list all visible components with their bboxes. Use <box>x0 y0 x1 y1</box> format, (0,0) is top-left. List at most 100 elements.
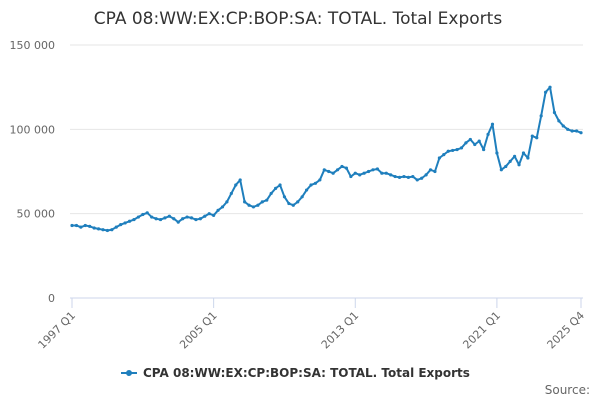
data-point[interactable] <box>420 176 424 180</box>
data-point[interactable] <box>141 212 145 217</box>
data-point[interactable] <box>123 221 127 225</box>
data-point[interactable] <box>384 171 388 175</box>
data-point[interactable] <box>490 122 495 126</box>
data-point[interactable] <box>327 169 331 174</box>
data-point[interactable] <box>477 139 481 143</box>
data-point[interactable] <box>309 183 313 187</box>
data-point[interactable] <box>287 201 291 206</box>
data-point[interactable] <box>579 131 583 135</box>
data-point[interactable] <box>176 220 180 224</box>
data-point[interactable] <box>74 223 79 228</box>
data-point[interactable] <box>446 149 450 153</box>
data-point[interactable] <box>504 164 508 169</box>
data-point[interactable] <box>548 85 552 89</box>
data-point[interactable] <box>513 154 517 158</box>
data-point[interactable] <box>468 137 472 142</box>
data-point[interactable] <box>566 127 570 131</box>
data-point[interactable] <box>402 174 406 179</box>
data-point[interactable] <box>282 195 287 199</box>
data-point[interactable] <box>269 191 273 196</box>
data-point[interactable] <box>486 132 490 136</box>
data-point[interactable] <box>203 214 207 218</box>
data-point[interactable] <box>371 168 375 172</box>
data-point[interactable] <box>331 171 335 175</box>
data-point[interactable] <box>181 217 185 221</box>
data-point[interactable] <box>313 181 318 185</box>
data-point[interactable] <box>220 205 225 209</box>
data-point[interactable] <box>495 151 499 155</box>
data-point[interactable] <box>530 134 534 138</box>
data-point[interactable] <box>92 226 96 230</box>
data-point[interactable] <box>304 188 309 192</box>
data-point[interactable] <box>517 163 521 167</box>
data-point[interactable] <box>428 168 433 172</box>
data-point[interactable] <box>88 224 92 228</box>
data-point[interactable] <box>105 228 110 233</box>
data-point[interactable] <box>508 159 512 163</box>
data-point[interactable] <box>322 168 326 172</box>
data-point[interactable] <box>251 205 256 209</box>
data-point[interactable] <box>344 166 349 170</box>
data-point[interactable] <box>353 171 357 175</box>
data-point[interactable] <box>265 198 269 202</box>
data-point[interactable] <box>83 223 87 228</box>
data-point[interactable] <box>455 147 459 152</box>
source-label[interactable]: Source: <box>545 383 590 397</box>
data-point[interactable] <box>163 216 167 220</box>
data-point[interactable] <box>526 156 530 160</box>
data-point[interactable] <box>521 151 526 155</box>
series-line[interactable] <box>72 86 582 232</box>
data-point[interactable] <box>101 228 105 232</box>
data-point[interactable] <box>212 213 216 217</box>
data-point[interactable] <box>424 173 428 177</box>
data-point[interactable] <box>70 223 74 228</box>
data-point[interactable] <box>437 156 441 160</box>
data-point[interactable] <box>132 217 136 222</box>
data-point[interactable] <box>189 216 194 220</box>
data-point[interactable] <box>393 174 397 179</box>
data-point[interactable] <box>415 178 419 182</box>
data-point[interactable] <box>238 178 242 182</box>
data-point[interactable] <box>229 191 233 196</box>
data-point[interactable] <box>375 167 379 171</box>
data-point[interactable] <box>154 217 158 221</box>
data-point[interactable] <box>574 129 579 133</box>
data-point[interactable] <box>198 217 202 221</box>
data-point[interactable] <box>110 228 114 232</box>
data-point[interactable] <box>234 183 238 187</box>
data-point[interactable] <box>114 225 118 229</box>
data-point[interactable] <box>194 217 198 222</box>
legend[interactable]: CPA 08:WW:EX:CP:BOP:SA: TOTAL. Total Exp… <box>121 366 470 380</box>
data-point[interactable] <box>482 147 486 152</box>
data-point[interactable] <box>291 203 295 207</box>
data-point[interactable] <box>296 200 300 204</box>
data-point[interactable] <box>260 200 264 204</box>
data-point[interactable] <box>380 171 384 175</box>
data-point[interactable] <box>570 129 574 133</box>
data-point[interactable] <box>247 203 251 207</box>
data-point[interactable] <box>79 225 83 229</box>
data-point[interactable] <box>119 223 123 227</box>
data-point[interactable] <box>411 174 415 179</box>
data-point[interactable] <box>136 215 140 219</box>
data-point[interactable] <box>366 169 371 174</box>
data-point[interactable] <box>535 136 539 140</box>
data-point[interactable] <box>96 227 101 231</box>
data-point[interactable] <box>349 174 353 179</box>
data-point[interactable] <box>216 208 220 212</box>
data-point[interactable] <box>225 200 229 204</box>
data-point[interactable] <box>433 169 437 174</box>
data-point[interactable] <box>389 173 393 177</box>
data-point[interactable] <box>300 195 304 199</box>
data-point[interactable] <box>335 168 340 172</box>
data-point[interactable] <box>358 173 362 177</box>
data-point[interactable] <box>318 178 322 182</box>
data-point[interactable] <box>278 183 282 187</box>
data-point[interactable] <box>552 110 557 115</box>
data-point[interactable] <box>274 186 278 190</box>
data-point[interactable] <box>406 175 410 179</box>
data-point[interactable] <box>397 175 402 179</box>
data-point[interactable] <box>543 90 548 94</box>
data-point[interactable] <box>185 215 189 219</box>
data-point[interactable] <box>451 148 455 153</box>
